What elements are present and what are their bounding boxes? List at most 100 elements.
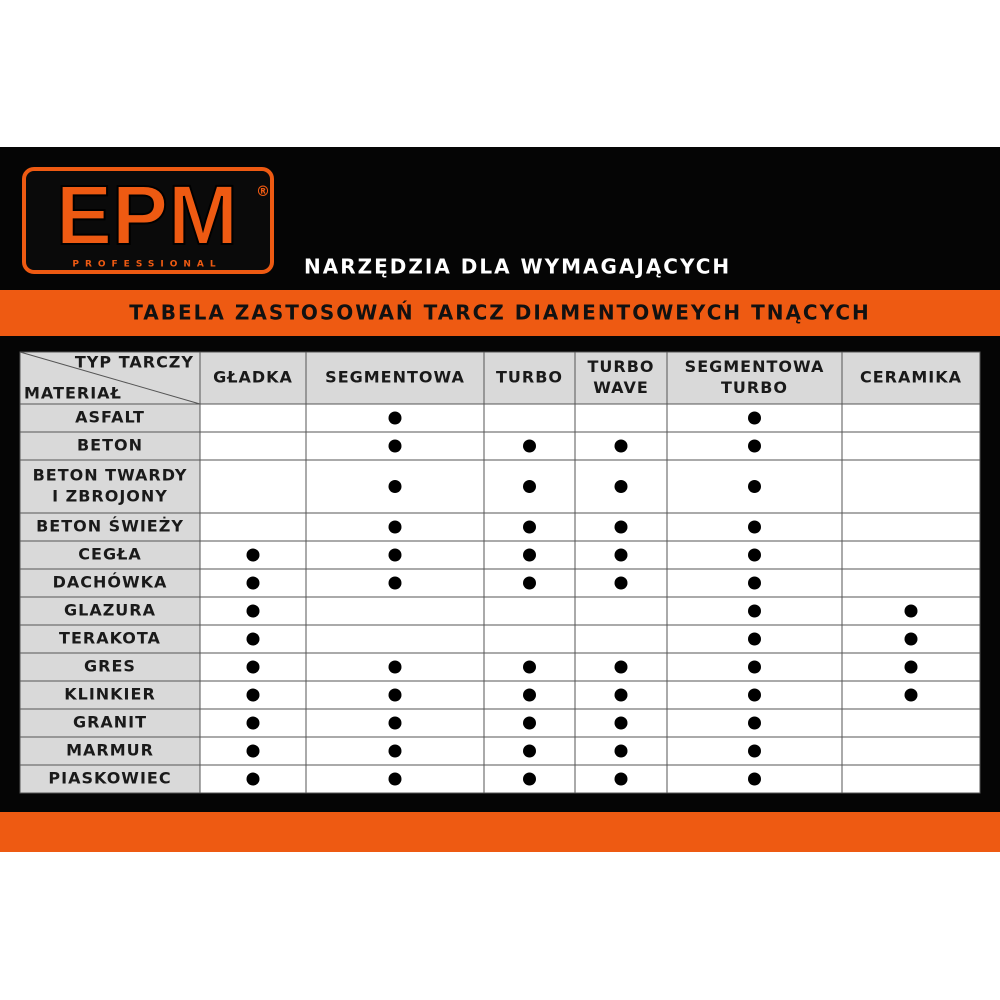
table: TYP TARCZY MATERIAŁ GŁADKA SEGMENTOWA TURBO T… bbox=[19, 351, 981, 794]
cell bbox=[199, 568, 307, 598]
usage-dot bbox=[388, 480, 402, 493]
usage-dot bbox=[614, 480, 628, 493]
material-cell bbox=[19, 624, 201, 654]
cell bbox=[841, 431, 981, 461]
usage-dot bbox=[388, 439, 402, 453]
cell bbox=[483, 403, 576, 433]
usage-dot bbox=[523, 716, 536, 730]
banner-title: TABELA ZASTOSOWAŃ TARCZ DIAMENTOWEYCH TN… bbox=[129, 301, 871, 325]
usage-dot bbox=[246, 548, 260, 562]
usage-dot bbox=[748, 411, 761, 425]
material-label: PIASKOWIEC bbox=[48, 769, 171, 788]
cell bbox=[483, 596, 576, 626]
usage-dot bbox=[246, 744, 260, 758]
usage-dot bbox=[246, 604, 260, 618]
usage-dot bbox=[748, 548, 761, 562]
cell bbox=[841, 764, 981, 794]
usage-dot bbox=[388, 520, 402, 534]
material-label: MARMUR bbox=[66, 741, 154, 760]
material-label: BETON ŚWIEŻY bbox=[36, 517, 184, 536]
cell bbox=[305, 596, 485, 626]
usage-dot bbox=[523, 688, 536, 702]
cell bbox=[841, 736, 981, 766]
material-cell bbox=[19, 512, 201, 542]
usage-dot bbox=[388, 576, 402, 590]
header-cell bbox=[666, 351, 843, 405]
usage-dot bbox=[748, 660, 761, 674]
cell bbox=[666, 680, 843, 710]
cell bbox=[841, 540, 981, 570]
usage-dot bbox=[904, 660, 918, 674]
slogan: NARZĘDZIA DLA WYMAGAJĄCYCH bbox=[304, 255, 731, 279]
column-header: TURBO bbox=[721, 378, 788, 397]
usage-dot bbox=[523, 548, 536, 562]
cell bbox=[199, 512, 307, 542]
corner-diagonal bbox=[19, 351, 201, 405]
usage-dot bbox=[388, 660, 402, 674]
cell bbox=[199, 459, 307, 514]
usage-dot bbox=[388, 716, 402, 730]
usage-dot bbox=[246, 688, 260, 702]
usage-dot bbox=[748, 632, 761, 646]
material-cell bbox=[19, 596, 201, 626]
header-cell bbox=[574, 351, 668, 405]
cell bbox=[841, 459, 981, 514]
material-label: GRANIT bbox=[73, 713, 147, 732]
usage-dot bbox=[388, 688, 402, 702]
usage-dot bbox=[523, 576, 536, 590]
column-header: TURBO bbox=[587, 357, 654, 376]
cell bbox=[841, 403, 981, 433]
usage-dot bbox=[614, 772, 628, 786]
column-header: SEGMENTOWA bbox=[685, 357, 825, 376]
usage-dot bbox=[523, 772, 536, 786]
usage-dot bbox=[614, 439, 628, 453]
usage-dot bbox=[388, 772, 402, 786]
usage-dot bbox=[614, 520, 628, 534]
usage-dot bbox=[614, 548, 628, 562]
cell bbox=[305, 680, 485, 710]
usage-dot bbox=[614, 576, 628, 590]
usage-dot bbox=[748, 439, 761, 453]
logo-registered: ® bbox=[256, 184, 270, 200]
usage-dot bbox=[748, 716, 761, 730]
cell bbox=[305, 624, 485, 654]
usage-dot bbox=[748, 480, 761, 493]
logo-tagline: PROFESSIONAL bbox=[72, 260, 221, 270]
cell bbox=[841, 568, 981, 598]
usage-dot bbox=[614, 716, 628, 730]
header-cell bbox=[483, 351, 576, 405]
usage-dot bbox=[748, 744, 761, 758]
header-cell bbox=[841, 351, 981, 405]
material-label: GLAZURA bbox=[64, 601, 156, 620]
cell bbox=[841, 512, 981, 542]
material-label: BETON bbox=[77, 436, 143, 455]
usage-dot bbox=[246, 632, 260, 646]
column-header: SEGMENTOWA bbox=[325, 368, 465, 387]
usage-dot bbox=[904, 632, 918, 646]
usage-dot bbox=[614, 744, 628, 758]
material-label: DACHÓWKA bbox=[53, 573, 168, 592]
cell bbox=[666, 624, 843, 654]
usage-dot bbox=[748, 520, 761, 534]
usage-dot bbox=[388, 548, 402, 562]
usage-dot bbox=[523, 439, 536, 453]
bottom-band bbox=[0, 812, 1000, 852]
usage-dot bbox=[246, 576, 260, 590]
logo-brand: EPM bbox=[56, 168, 238, 262]
usage-dot bbox=[748, 604, 761, 618]
material-label: TERAKOTA bbox=[59, 629, 161, 648]
usage-dot bbox=[523, 480, 536, 493]
usage-dot bbox=[614, 660, 628, 674]
cell bbox=[483, 624, 576, 654]
cell bbox=[574, 512, 668, 542]
column-header: TURBO bbox=[496, 368, 563, 387]
material-cell bbox=[19, 764, 201, 794]
logo-box bbox=[22, 167, 274, 274]
material-cell bbox=[19, 736, 201, 766]
usage-dot bbox=[246, 716, 260, 730]
material-label: ASFALT bbox=[75, 408, 145, 427]
corner-bottom: MATERIAŁ bbox=[24, 384, 122, 403]
usage-dot bbox=[246, 660, 260, 674]
cell bbox=[841, 708, 981, 738]
